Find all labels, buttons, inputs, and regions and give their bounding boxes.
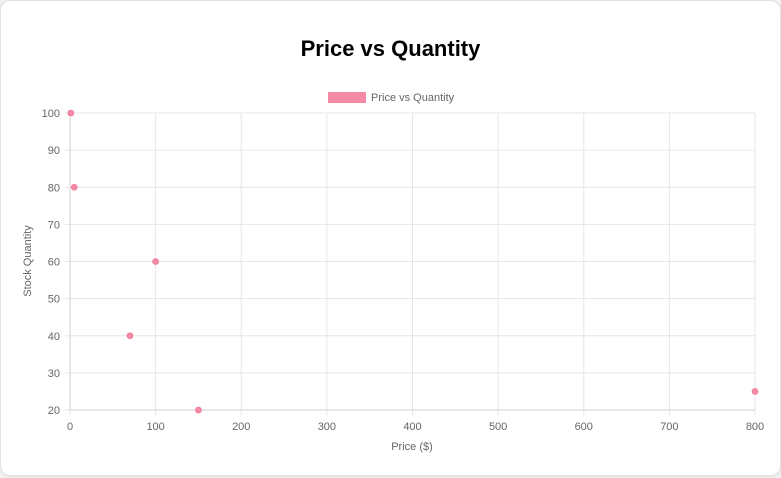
chart-title: Price vs Quantity <box>300 36 481 61</box>
data-point[interactable] <box>67 109 75 117</box>
x-tick-label: 500 <box>489 421 507 433</box>
y-tick-label: 100 <box>42 108 60 120</box>
x-tick-label: 400 <box>403 421 421 433</box>
legend-label: Price vs Quantity <box>371 92 455 104</box>
y-tick-label: 30 <box>48 368 60 380</box>
x-tick-label: 100 <box>146 421 164 433</box>
x-tick-label: 0 <box>67 421 73 433</box>
data-point[interactable] <box>751 388 759 395</box>
x-axis-title: Price ($) <box>391 441 433 453</box>
x-tick-label: 200 <box>232 421 250 433</box>
legend-swatch <box>328 92 366 103</box>
chart-legend[interactable]: Price vs Quantity <box>328 92 455 104</box>
x-tick-label: 800 <box>746 421 764 433</box>
y-tick-label: 70 <box>48 219 60 231</box>
y-tick-label: 90 <box>48 145 60 157</box>
axes: 0 100 200 300 400 500 600 700 800 20 30 40 50 60 70 80 9… <box>42 108 765 433</box>
x-tick-label: 300 <box>318 421 336 433</box>
data-point[interactable] <box>152 258 159 265</box>
y-axis-title: Stock Quantity <box>22 225 34 297</box>
data-points <box>67 109 759 414</box>
y-tick-label: 20 <box>48 405 60 417</box>
y-tick-label: 60 <box>48 257 60 269</box>
y-tick-label: 40 <box>48 331 60 343</box>
grid-lines <box>65 112 756 415</box>
x-tick-label: 700 <box>660 421 678 433</box>
data-point[interactable] <box>126 332 134 340</box>
data-point[interactable] <box>70 183 78 191</box>
data-point[interactable] <box>195 406 202 414</box>
y-tick-label: 50 <box>48 294 60 306</box>
x-tick-label: 600 <box>575 421 593 433</box>
y-tick-label: 80 <box>48 182 60 194</box>
